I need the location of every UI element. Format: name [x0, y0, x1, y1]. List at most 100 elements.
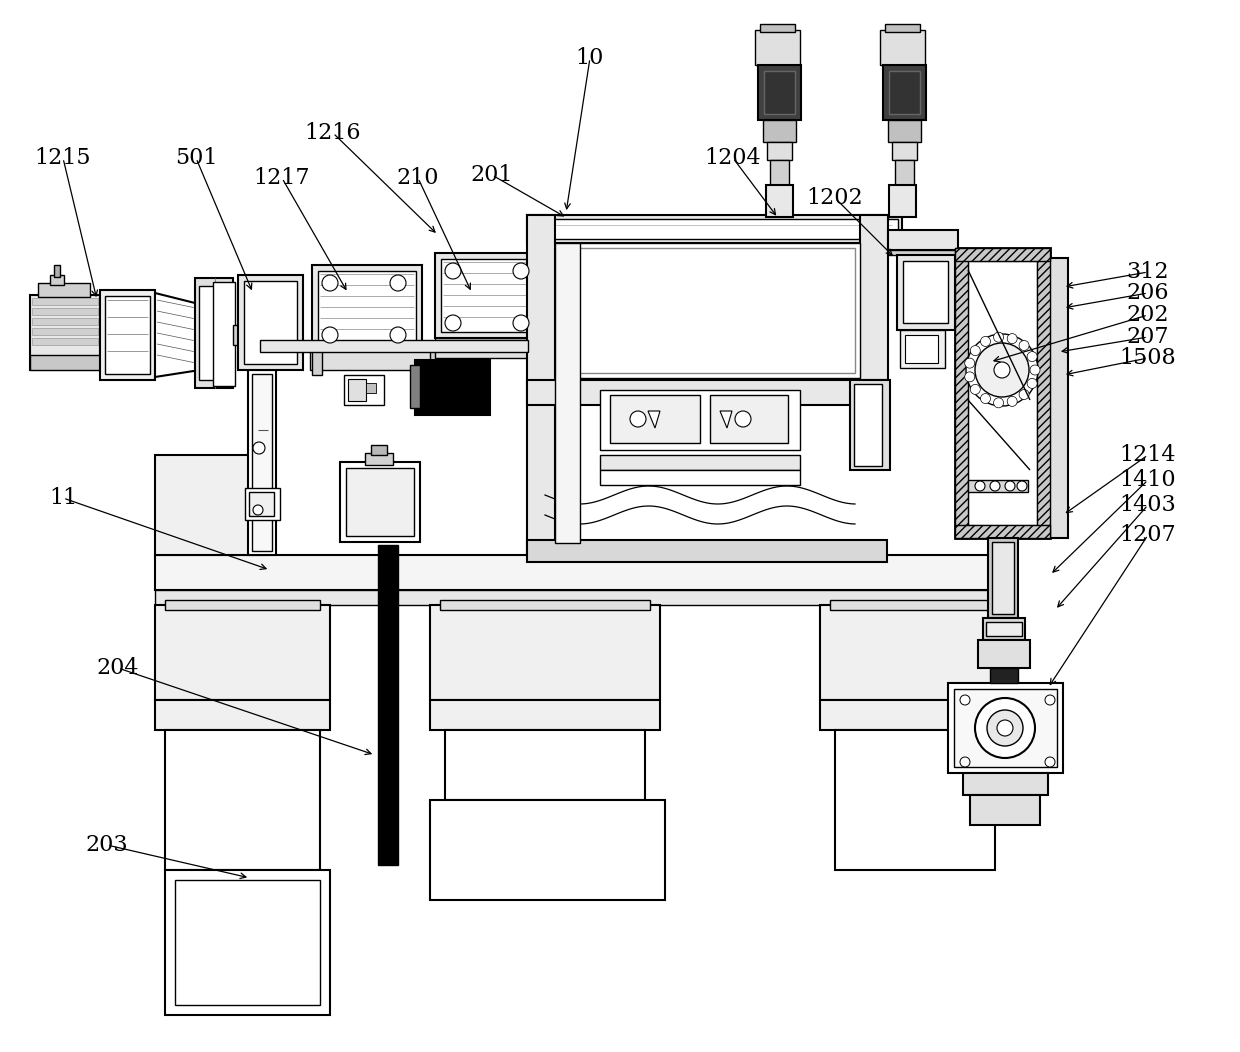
- Circle shape: [322, 327, 339, 343]
- Bar: [897, 255, 955, 330]
- Bar: [244, 281, 298, 364]
- Bar: [440, 600, 650, 610]
- Bar: [415, 360, 490, 414]
- Bar: [441, 259, 537, 332]
- Bar: [760, 24, 795, 32]
- Circle shape: [993, 398, 1003, 408]
- Bar: [903, 261, 949, 323]
- Bar: [849, 380, 890, 470]
- Bar: [556, 243, 861, 378]
- Bar: [430, 345, 440, 375]
- Bar: [155, 555, 1011, 590]
- Bar: [155, 605, 330, 700]
- Circle shape: [630, 411, 646, 427]
- Circle shape: [994, 362, 1011, 378]
- Bar: [343, 375, 384, 405]
- Bar: [861, 215, 888, 465]
- Bar: [1050, 258, 1068, 538]
- Circle shape: [990, 481, 999, 491]
- Circle shape: [975, 697, 1035, 758]
- Bar: [312, 265, 422, 350]
- Bar: [165, 870, 330, 1015]
- Bar: [32, 328, 98, 335]
- Circle shape: [1030, 365, 1040, 375]
- Circle shape: [1027, 351, 1037, 362]
- Circle shape: [1019, 389, 1029, 400]
- Bar: [905, 335, 937, 363]
- Bar: [968, 480, 1028, 492]
- Bar: [38, 283, 91, 297]
- Text: 1215: 1215: [35, 147, 92, 169]
- Bar: [758, 65, 801, 120]
- Bar: [430, 605, 660, 700]
- Text: 1202: 1202: [807, 187, 863, 209]
- Bar: [888, 230, 959, 250]
- Polygon shape: [720, 411, 732, 428]
- Bar: [830, 600, 999, 610]
- Bar: [32, 308, 98, 315]
- Bar: [317, 271, 415, 344]
- Text: 210: 210: [397, 167, 439, 189]
- Text: 10: 10: [575, 47, 604, 69]
- Bar: [978, 640, 1030, 668]
- Bar: [50, 275, 64, 285]
- Bar: [260, 340, 528, 352]
- Bar: [888, 250, 959, 255]
- Circle shape: [981, 337, 991, 346]
- Circle shape: [960, 757, 970, 767]
- Bar: [600, 470, 800, 485]
- Text: 201: 201: [471, 164, 513, 186]
- Bar: [175, 881, 320, 1005]
- Bar: [346, 468, 414, 537]
- Circle shape: [1045, 695, 1055, 705]
- Bar: [55, 265, 60, 277]
- Circle shape: [1007, 397, 1017, 406]
- Bar: [248, 370, 277, 555]
- Circle shape: [391, 327, 405, 343]
- Circle shape: [513, 315, 529, 331]
- Bar: [854, 384, 882, 466]
- Bar: [527, 540, 887, 562]
- Bar: [988, 538, 1018, 618]
- Bar: [970, 795, 1040, 825]
- Bar: [527, 215, 901, 243]
- Bar: [820, 605, 1011, 700]
- Bar: [968, 261, 1037, 525]
- Bar: [954, 689, 1056, 767]
- Bar: [955, 248, 1050, 538]
- Bar: [763, 120, 796, 142]
- Text: 312: 312: [1127, 261, 1169, 283]
- Bar: [835, 730, 994, 870]
- Bar: [252, 375, 272, 551]
- Bar: [165, 600, 320, 610]
- Circle shape: [1017, 481, 1027, 491]
- Bar: [883, 65, 926, 120]
- Bar: [105, 296, 150, 375]
- Bar: [312, 345, 322, 375]
- Circle shape: [253, 505, 263, 515]
- Circle shape: [1019, 341, 1029, 350]
- Circle shape: [965, 371, 975, 382]
- Circle shape: [966, 333, 1038, 406]
- Bar: [900, 330, 945, 368]
- Bar: [770, 160, 789, 185]
- Bar: [527, 215, 556, 555]
- Bar: [246, 488, 280, 520]
- Bar: [963, 773, 1048, 795]
- Bar: [560, 248, 856, 373]
- Bar: [531, 219, 898, 239]
- Bar: [30, 295, 100, 370]
- Bar: [895, 160, 914, 185]
- Bar: [889, 70, 920, 114]
- Bar: [949, 683, 1063, 773]
- Bar: [527, 380, 887, 405]
- Text: 1204: 1204: [704, 147, 761, 169]
- Circle shape: [1045, 757, 1055, 767]
- Bar: [155, 590, 1011, 605]
- Bar: [764, 70, 795, 114]
- Bar: [711, 394, 787, 443]
- Bar: [610, 394, 701, 443]
- Bar: [986, 622, 1022, 636]
- Bar: [165, 730, 320, 870]
- Bar: [340, 462, 420, 542]
